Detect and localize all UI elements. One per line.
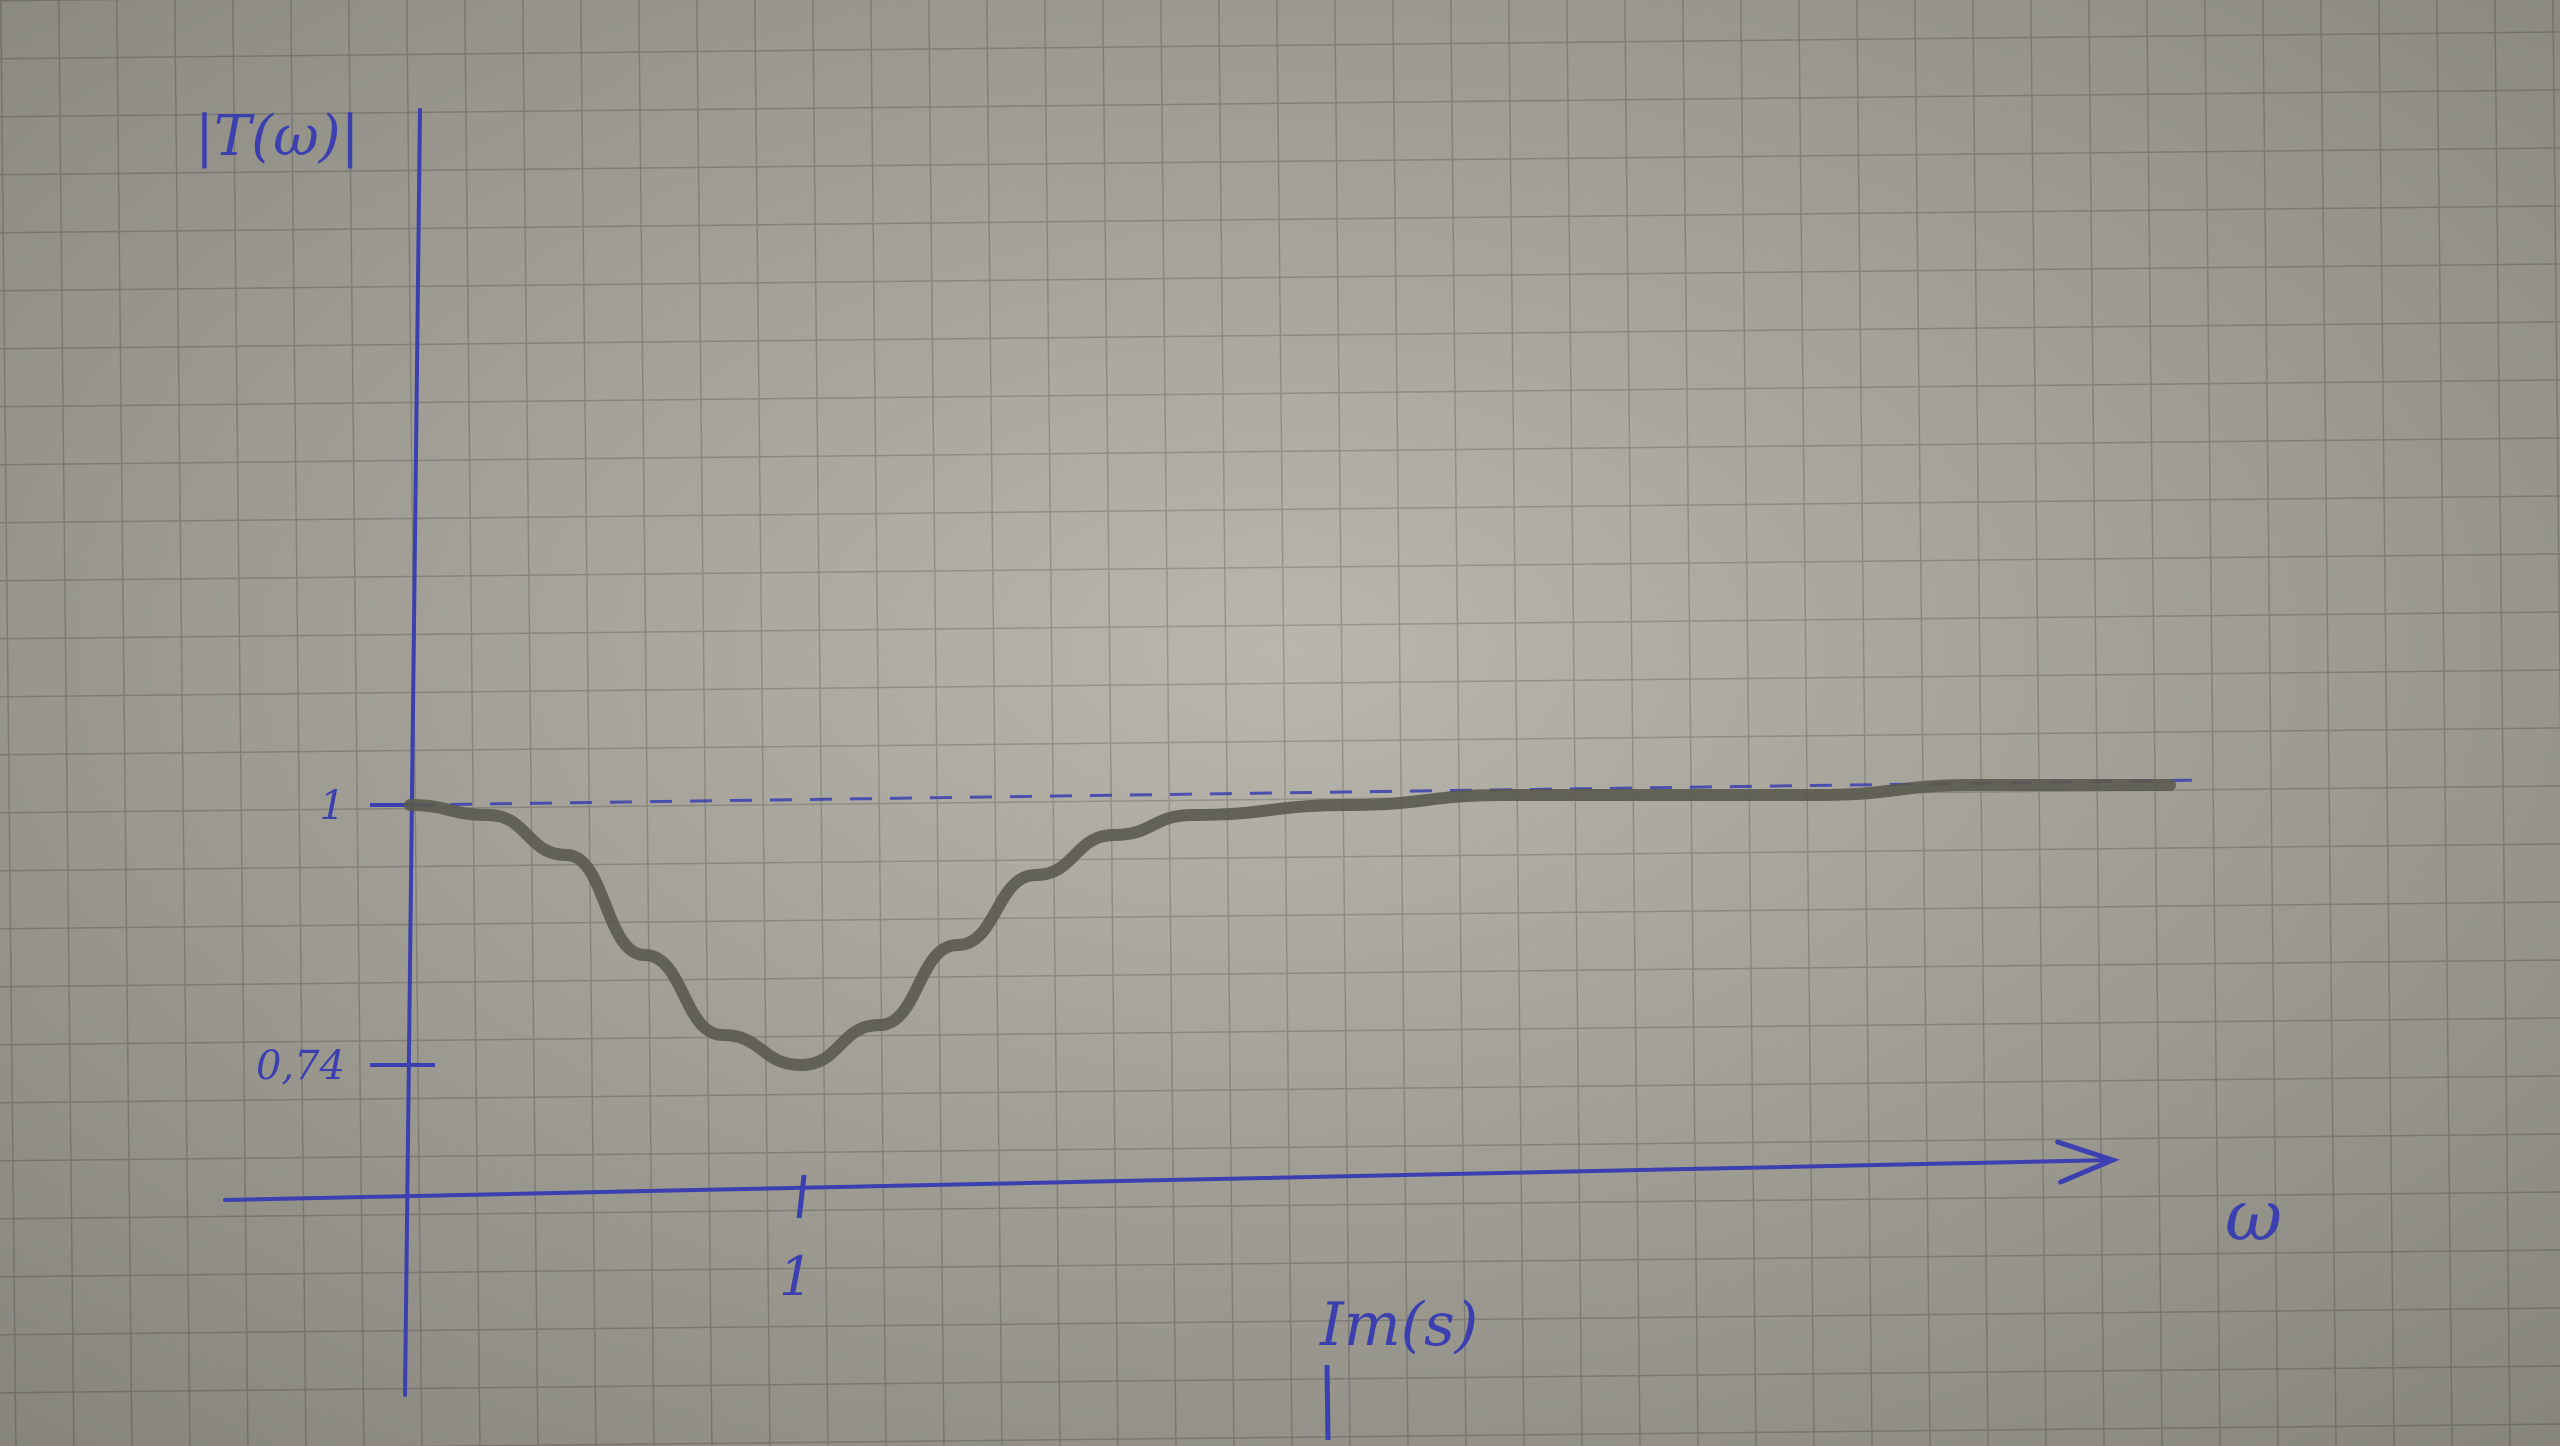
series-line <box>404 778 2176 1071</box>
x-tick-label: 1 <box>779 1245 813 1308</box>
y-tick-label: 1 <box>320 783 345 829</box>
x-axis-arrow <box>2055 1139 2120 1185</box>
x-axis <box>223 1158 2115 1202</box>
y-tick-label: 0,74 <box>256 1043 345 1089</box>
x-axis-label: ω <box>2225 1175 2282 1257</box>
annotation-mark <box>1324 1364 1331 1441</box>
marks-group <box>404 778 2176 1071</box>
x-tick <box>796 1174 807 1219</box>
annotation-label: Im(s) <box>1319 1290 1478 1360</box>
labels-group: 1 0,74 1 |T(ω)| ω Im(s) <box>195 104 2282 1360</box>
y-axis <box>403 108 422 1397</box>
y-axis-label: |T(ω)| <box>195 104 359 169</box>
